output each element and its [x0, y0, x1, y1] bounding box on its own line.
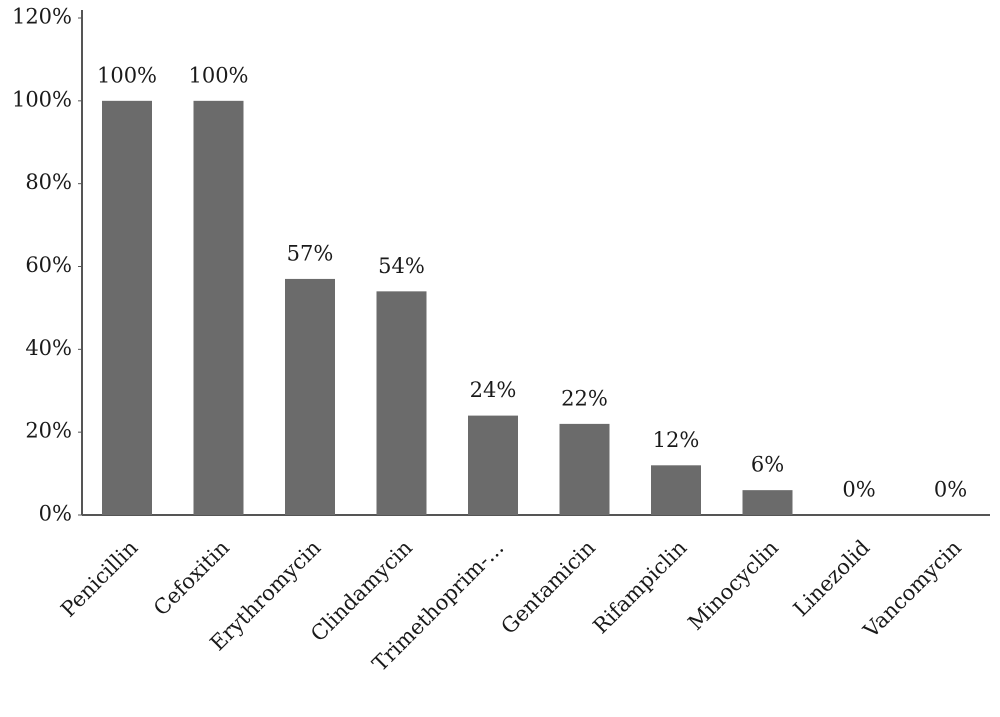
value-label: 22% [561, 386, 608, 410]
value-label: 57% [287, 241, 334, 265]
y-tick-label: 100% [12, 87, 72, 111]
y-tick-label: 120% [12, 5, 72, 29]
value-label: 6% [751, 453, 784, 477]
bar [376, 291, 427, 515]
bar [468, 415, 518, 515]
y-tick-label: 20% [25, 419, 72, 443]
bar [559, 423, 610, 515]
bar [742, 490, 793, 515]
value-label: 54% [378, 254, 425, 278]
bar [651, 465, 701, 515]
y-tick-label: 0% [39, 502, 72, 526]
value-label: 24% [470, 378, 517, 402]
y-tick-label: 80% [25, 170, 72, 194]
x-tick-label: Cefoxitin [149, 535, 234, 620]
x-tick-label: Linezolid [789, 535, 875, 621]
value-label: 0% [842, 478, 875, 502]
value-label: 100% [188, 63, 248, 87]
value-label: 100% [97, 63, 157, 87]
value-label: 0% [934, 478, 967, 502]
bar [285, 278, 335, 515]
x-tick-label: Rifampiclin [588, 535, 691, 638]
bar [193, 100, 244, 515]
x-tick-label: Minocyclin [683, 535, 783, 635]
x-tick-label: Gentamicin [496, 535, 599, 638]
x-tick-label: Vancomycin [858, 535, 966, 643]
x-tick-label: Penicillin [56, 535, 142, 621]
bar [102, 100, 152, 515]
y-tick-label: 40% [25, 336, 72, 360]
y-tick-label: 60% [25, 253, 72, 277]
value-label: 12% [653, 428, 700, 452]
